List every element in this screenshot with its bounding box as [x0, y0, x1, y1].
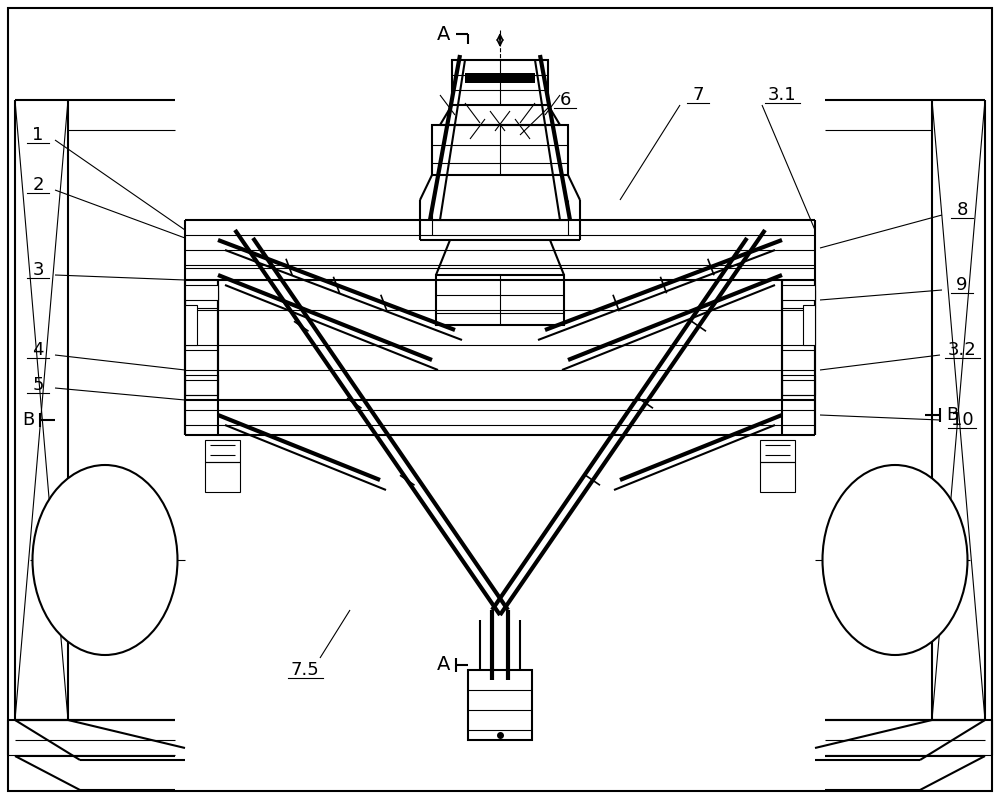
- Text: 6: 6: [559, 91, 571, 109]
- Text: 7: 7: [692, 86, 704, 104]
- Bar: [452, 60, 548, 105]
- Bar: [432, 125, 568, 175]
- Ellipse shape: [822, 465, 968, 655]
- Text: 7.5: 7.5: [291, 661, 319, 679]
- Bar: [782, 375, 815, 395]
- Text: 8: 8: [956, 201, 968, 219]
- Bar: [465, 73, 535, 83]
- Bar: [782, 285, 815, 300]
- Bar: [205, 462, 240, 492]
- Bar: [760, 440, 795, 462]
- Text: 5: 5: [32, 376, 44, 394]
- Bar: [436, 275, 564, 325]
- Bar: [185, 285, 218, 300]
- Text: 4: 4: [32, 341, 44, 359]
- Bar: [185, 305, 197, 345]
- Text: 1: 1: [32, 126, 44, 144]
- Bar: [803, 305, 815, 345]
- Text: B: B: [22, 411, 34, 429]
- Bar: [760, 462, 795, 492]
- Text: A: A: [437, 26, 451, 45]
- Bar: [468, 670, 532, 740]
- Text: 2: 2: [32, 176, 44, 194]
- Bar: [205, 440, 240, 462]
- Text: B: B: [946, 406, 958, 424]
- Bar: [185, 375, 218, 395]
- Ellipse shape: [32, 465, 178, 655]
- Bar: [782, 290, 815, 308]
- Text: 3: 3: [32, 261, 44, 279]
- Text: A: A: [437, 655, 451, 674]
- Text: 9: 9: [956, 276, 968, 294]
- Text: 10: 10: [951, 411, 973, 429]
- Text: 3.1: 3.1: [768, 86, 796, 104]
- Text: 3.2: 3.2: [948, 341, 976, 359]
- Bar: [185, 290, 218, 308]
